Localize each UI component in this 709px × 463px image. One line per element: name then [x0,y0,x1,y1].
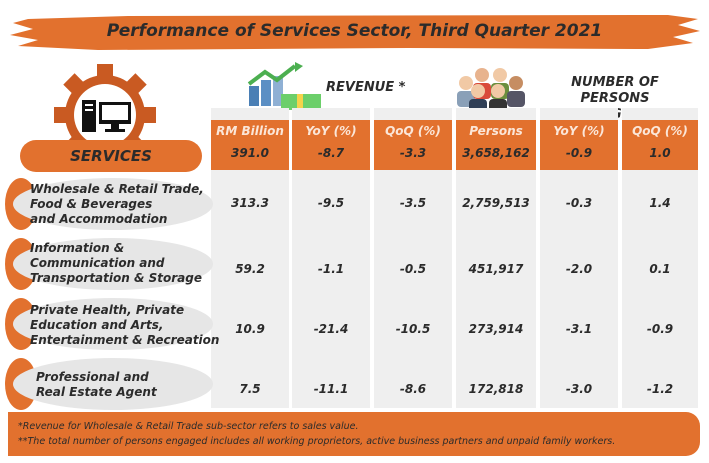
row-label-line: Food & Beverages [30,197,153,211]
row-label-line: Transportation & Storage [30,271,202,285]
row-label-private-health: Private Health, Private Education and Ar… [30,303,219,348]
total-value: -3.3 [399,146,427,160]
cell: -3.5 [399,196,427,210]
row-label-line: Professional and [36,370,149,384]
row-label-line: Wholesale & Retail Trade, [30,182,204,196]
footnote-revenue: *Revenue for Wholesale & Retail Trade su… [18,421,359,432]
cell: -11.1 [313,382,349,396]
cell: 172,818 [468,382,524,396]
row-label-bg [5,298,213,350]
row-label-wholesale: Wholesale & Retail Trade, Food & Beverag… [30,182,204,227]
row-label-bg [5,238,213,290]
revenue-chart-money-icon [247,62,321,110]
cell: -1.2 [646,382,674,396]
cell: 313.3 [231,196,269,210]
row-label-line: Information & [30,241,125,255]
row-label-bg [5,178,213,230]
cell: 7.5 [239,382,261,396]
page-title: Performance of Services Sector, Third Qu… [106,21,603,41]
total-value: -0.9 [565,146,593,160]
cell: -3.1 [565,322,593,336]
total-value: 391.0 [231,146,269,160]
cell: 59.2 [235,262,265,276]
footnote-persons: **The total number of persons engaged in… [18,436,616,447]
total-value: -8.7 [317,146,345,160]
cell: -21.4 [313,322,349,336]
column-header: QoQ (%) [385,124,441,138]
services-label: SERVICES [20,140,202,172]
cell: -10.5 [395,322,431,336]
column-header: YoY (%) [305,124,357,138]
cell: -8.6 [399,382,427,396]
cell: -3.0 [565,382,593,396]
header-persons-yoy: YoY (%) -0.9 [540,120,618,170]
cell: -2.0 [565,262,593,276]
row-label-line: Education and Arts, [30,318,164,332]
cell: -0.5 [399,262,427,276]
row-label-line: Private Health, Private [30,303,185,317]
column-header: RM Billion [216,124,284,138]
persons-group-label-line1: NUMBER OF PERSONS [571,75,659,106]
column-header: Persons [469,124,523,138]
header-revenue-qoq: QoQ (%) -3.3 [374,120,452,170]
cell: 273,914 [468,322,524,336]
cell: 1.4 [649,196,671,210]
row-label-line: and Accommodation [30,212,168,226]
total-value: 1.0 [649,146,671,160]
row-label-line: Real Estate Agent [36,385,157,399]
header-revenue-yoy: YoY (%) -8.7 [292,120,370,170]
cell: 0.1 [649,262,671,276]
row-label-professional: Professional and Real Estate Agent [36,370,157,400]
total-value: 3,658,162 [462,146,530,160]
cell: 451,917 [468,262,524,276]
row-label-information: Information & Communication and Transpor… [30,241,202,286]
row-label-line: Entertainment & Recreation [30,333,220,347]
cell: 10.9 [235,322,265,336]
row-label-line: Communication and [30,256,165,270]
column-header: QoQ (%) [632,124,688,138]
row-label-bg [5,358,213,410]
cell: -1.1 [317,262,345,276]
cell: -0.9 [646,322,674,336]
header-persons-qoq: QoQ (%) 1.0 [622,120,698,170]
header-persons: Persons 3,658,162 [456,120,536,170]
cell: -0.3 [565,196,593,210]
revenue-group-label: REVENUE * [326,80,406,95]
cell: 2,759,513 [462,196,530,210]
header-rm-billion: RM Billion 391.0 [211,120,289,170]
cell: -9.5 [317,196,345,210]
people-group-icon [457,68,525,113]
footnotes-box: *Revenue for Wholesale & Retail Trade su… [8,412,700,456]
title-banner [10,15,700,50]
column-header: YoY (%) [553,124,605,138]
